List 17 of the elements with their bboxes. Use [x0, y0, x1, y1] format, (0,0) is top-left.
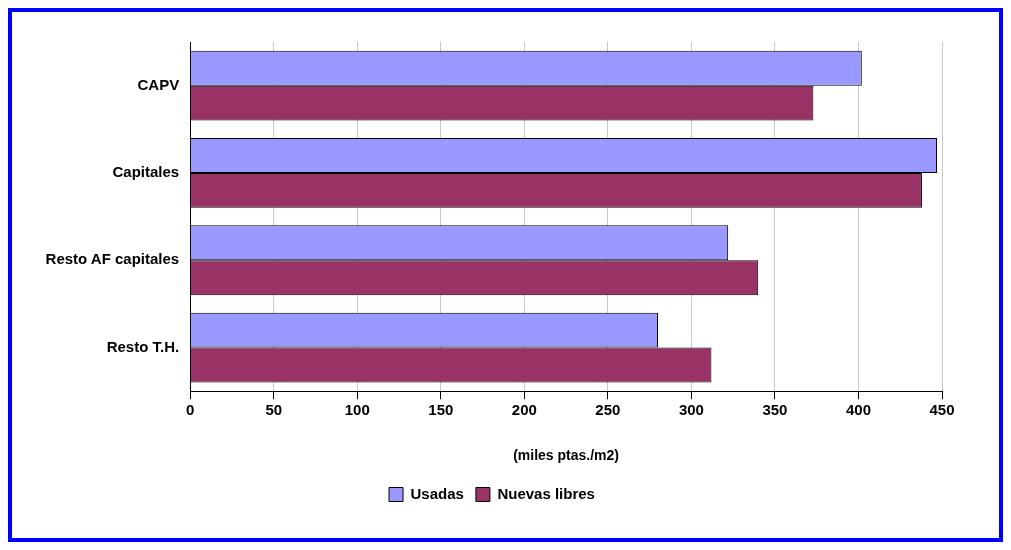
- x-tick-label: 400: [845, 401, 871, 419]
- x-tick-label: 200: [511, 401, 537, 419]
- legend-label: Nuevas libres: [497, 484, 595, 502]
- y-tick-label: Resto AF capitales: [45, 250, 180, 268]
- x-axis-title: (miles ptas./m2): [513, 447, 620, 464]
- x-tick-label: 0: [186, 401, 195, 419]
- x-tick-label: 350: [762, 401, 788, 419]
- legend-label: Usadas: [410, 484, 464, 502]
- x-tick-label: 300: [678, 401, 704, 419]
- x-tick-label: 450: [929, 401, 955, 419]
- x-tick-label: 150: [428, 401, 454, 419]
- y-tick-label: Resto T.H.: [106, 337, 180, 355]
- x-tick-label: 100: [344, 401, 370, 419]
- x-tick-label: 250: [595, 401, 621, 419]
- x-tick-label: 50: [265, 401, 283, 419]
- y-tick-label: Capitales: [112, 163, 180, 181]
- y-tick-label: CAPV: [137, 75, 180, 93]
